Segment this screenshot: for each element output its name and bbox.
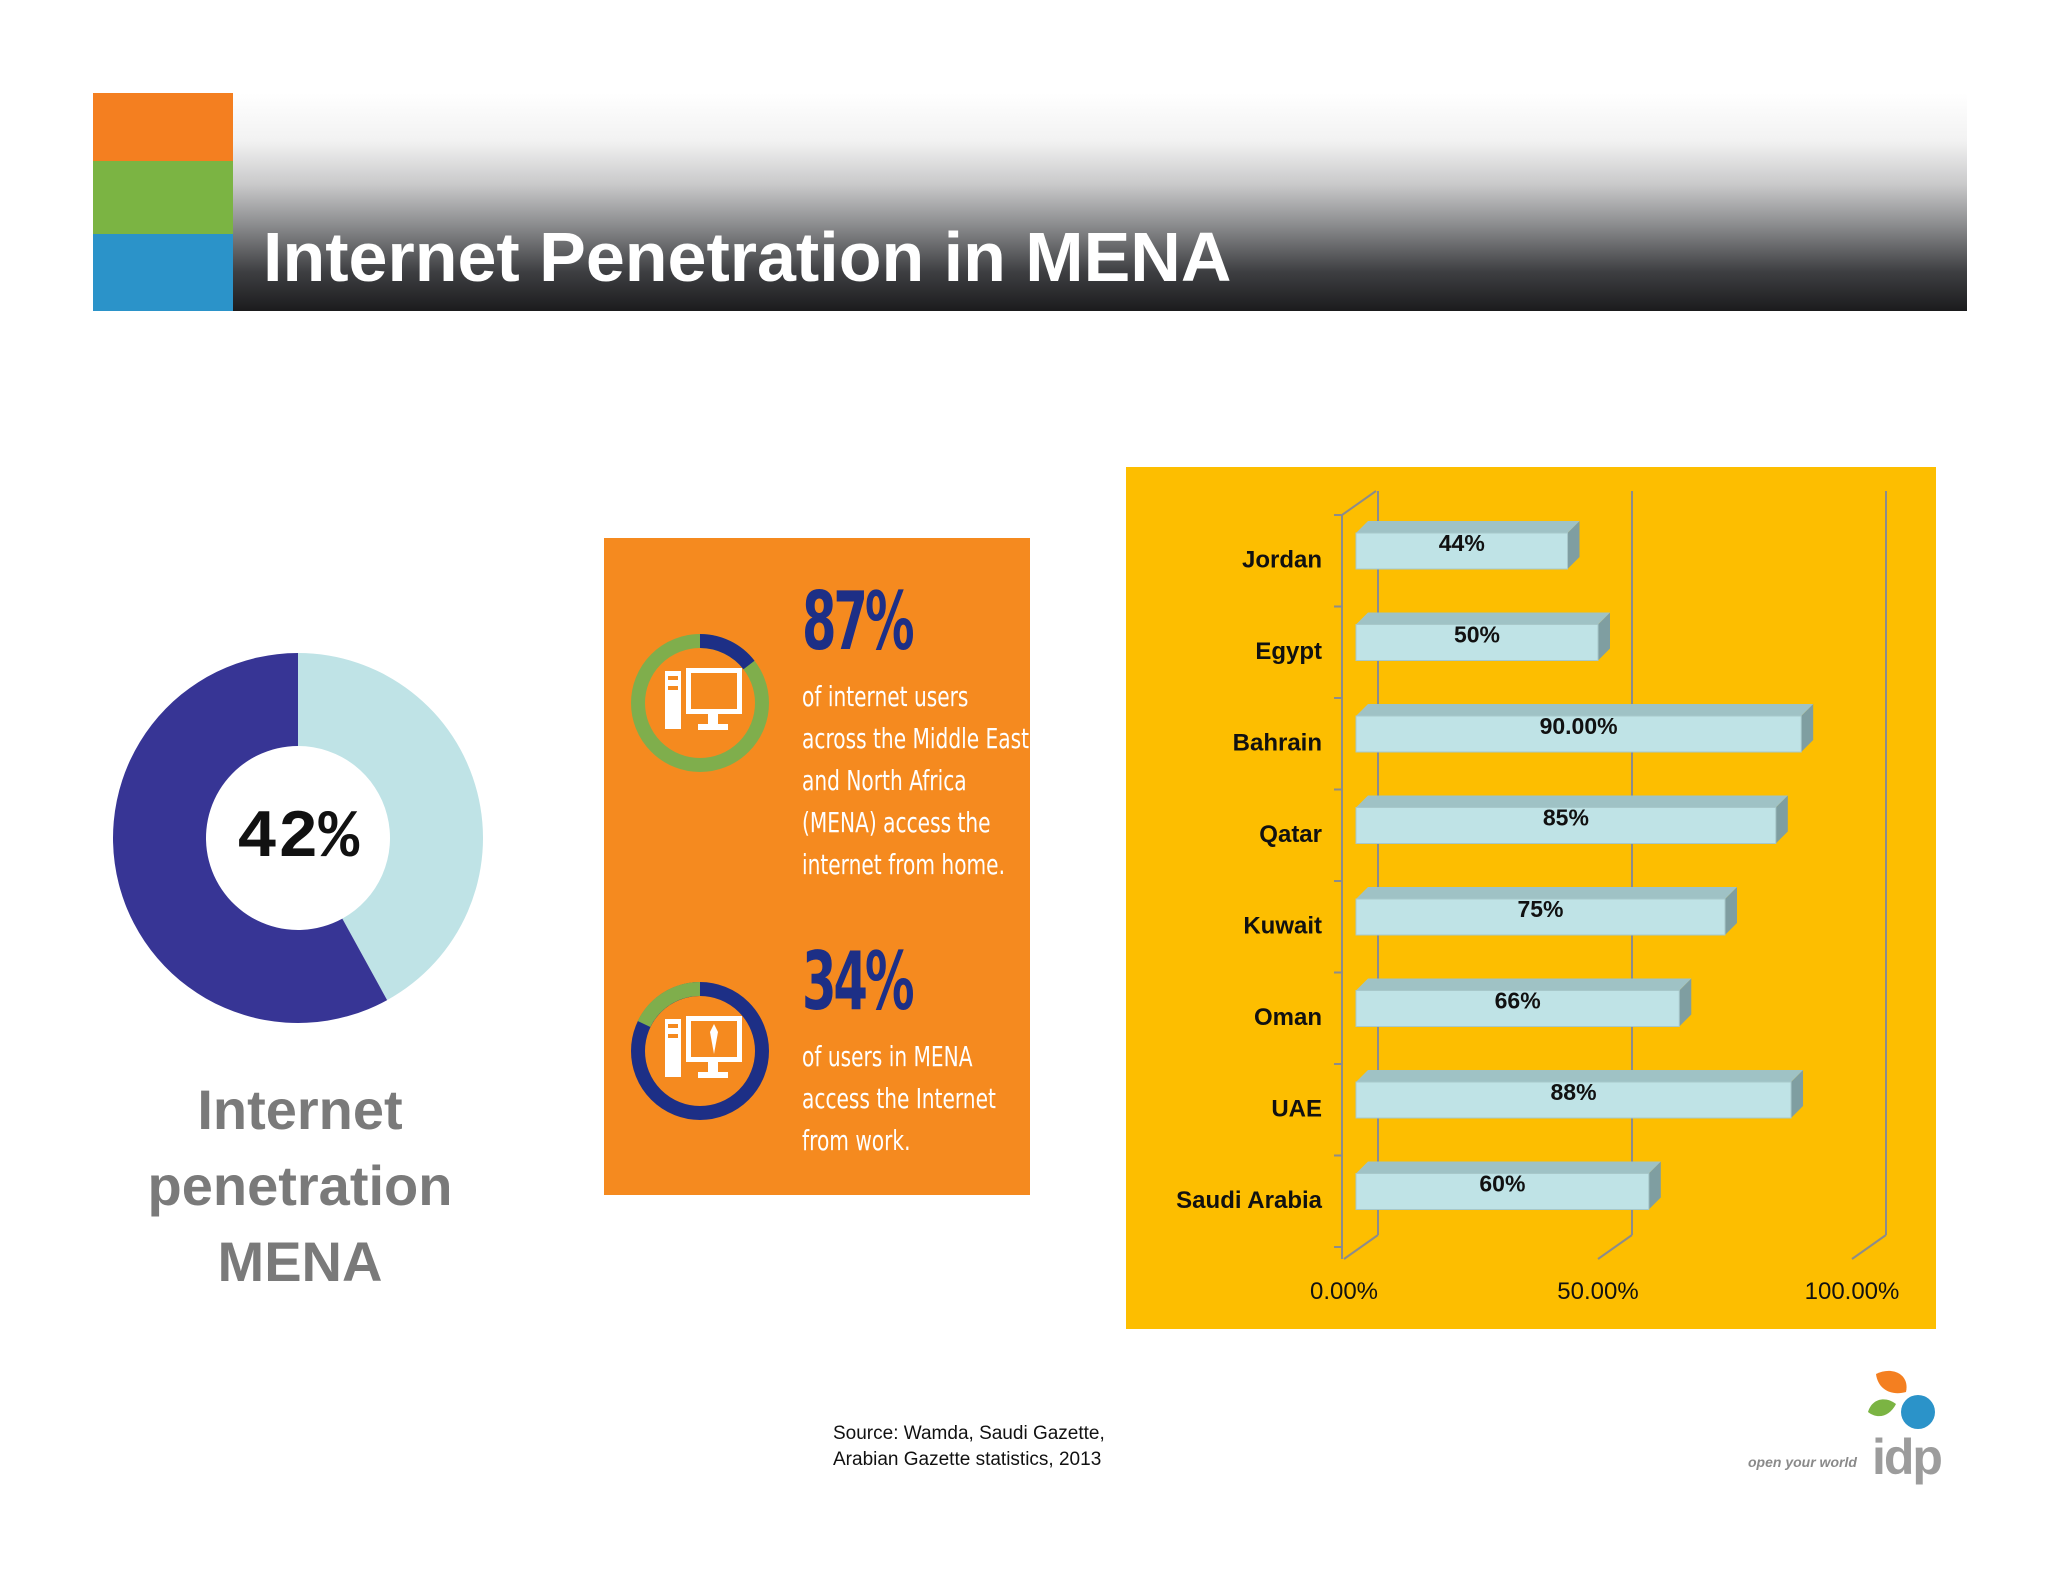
logo-tagline: open your world <box>1748 1454 1857 1470</box>
bar-side-4 <box>1725 887 1737 935</box>
bar-3 <box>1355 807 1777 844</box>
x-tick-label-1: 50.00% <box>1557 1278 1638 1305</box>
stat-text-line: (MENA) access the <box>802 806 991 839</box>
bar-4 <box>1355 898 1726 936</box>
bar-top-3 <box>1356 795 1788 808</box>
bar-side-2 <box>1801 704 1814 752</box>
category-label-3: Qatar <box>1259 821 1322 848</box>
gridline-floor <box>1597 1234 1633 1260</box>
bar-top-0 <box>1356 521 1580 533</box>
donut-slice-1 <box>113 653 388 1023</box>
accent-squares <box>93 93 233 311</box>
bar-top-5 <box>1356 978 1692 991</box>
desktop-computer-icon <box>631 634 769 772</box>
bar-data-label-7: 60% <box>1479 1171 1525 1197</box>
category-label-5: Oman <box>1254 1004 1322 1031</box>
donut-center-label: 42% <box>236 799 360 877</box>
infographic-panel: 87% of internet users across the Middle … <box>604 538 1030 1195</box>
bar-data-label-5: 66% <box>1495 988 1541 1014</box>
office-computer-icon <box>631 981 769 1120</box>
bar-side-5 <box>1679 978 1692 1027</box>
category-label-7: Saudi Arabia <box>1176 1187 1322 1214</box>
donut-caption-line: penetration <box>147 1154 453 1217</box>
bar-data-label-6: 88% <box>1550 1079 1596 1105</box>
bar-data-label-3: 85% <box>1543 805 1589 831</box>
blue-accent-square <box>93 234 233 311</box>
stat-percent-work: 34% <box>802 935 915 1028</box>
category-label-6: UAE <box>1271 1095 1322 1122</box>
stat-text-line: of users in MENA <box>802 1040 973 1073</box>
title-bar <box>233 93 1967 311</box>
bar-data-label-1: 50% <box>1454 622 1500 648</box>
source-line: Source: Wamda, Saudi Gazette, <box>833 1423 1105 1444</box>
bar-side-0 <box>1567 521 1580 569</box>
category-label-2: Bahrain <box>1233 729 1322 756</box>
orange-accent-square <box>93 93 233 161</box>
country-bar-chart: 44% Jordan 50% Egypt 90.00% Bahrain 85% Qatar 75… <box>1176 490 1900 1305</box>
penetration-donut-chart <box>113 653 483 1023</box>
category-label-4: Kuwait <box>1243 912 1322 939</box>
bar-1 <box>1355 624 1599 661</box>
bar-data-label-4: 75% <box>1517 896 1563 922</box>
green-accent-square <box>93 161 233 234</box>
slide-title: Internet Penetration in MENA <box>263 218 1232 296</box>
donut-slice-0 <box>298 653 483 1001</box>
bar-data-label-0: 44% <box>1439 530 1485 556</box>
source-note: Source: Wamda, Saudi Gazette, Arabian Ga… <box>833 1421 1105 1473</box>
donut-caption: Internet penetration MENA <box>100 1072 500 1300</box>
bar-2 <box>1355 715 1802 753</box>
bar-top-7 <box>1356 1161 1661 1174</box>
stat-percent-home: 87% <box>802 575 915 668</box>
stat-text-line: and North Africa <box>802 764 967 797</box>
category-label-1: Egypt <box>1255 638 1322 665</box>
bar-5 <box>1355 990 1680 1027</box>
stat-text-line: access the Internet <box>802 1082 996 1115</box>
x-tick-label-0: 0.00% <box>1310 1278 1378 1305</box>
bar-side-3 <box>1775 795 1788 844</box>
source-line: Arabian Gazette statistics, 2013 <box>833 1449 1102 1470</box>
stat-text-line: across the Middle East <box>802 722 1030 755</box>
stat-text-line: from work. <box>802 1124 911 1157</box>
bar-top-1 <box>1356 612 1610 625</box>
bar-6 <box>1355 1081 1792 1119</box>
country-bar-chart-panel: 44% Jordan 50% Egypt 90.00% Bahrain 85% Qatar 75… <box>1126 467 1936 1329</box>
x-tick-label-2: 100.00% <box>1805 1278 1900 1305</box>
bar-side-1 <box>1598 612 1610 661</box>
donut-caption-line: MENA <box>217 1230 383 1293</box>
bar-side-7 <box>1648 1161 1661 1210</box>
bar-0 <box>1355 532 1569 570</box>
bar-side-6 <box>1791 1070 1804 1118</box>
bar-top-4 <box>1356 887 1737 899</box>
gridline-floor <box>1343 1234 1379 1260</box>
bar-top-2 <box>1356 704 1814 716</box>
idp-logo: open your world idp <box>1748 1368 1943 1490</box>
bar-data-label-2: 90.00% <box>1540 713 1618 739</box>
bar-7 <box>1355 1173 1650 1210</box>
stat-text-line: internet from home. <box>802 848 1006 881</box>
y-axis-top <box>1341 490 1377 516</box>
category-label-0: Jordan <box>1242 546 1322 573</box>
gridline-floor <box>1851 1234 1887 1260</box>
idp-leaf-icon <box>1868 1370 1935 1429</box>
stat-text-line: of internet users <box>802 680 969 713</box>
logo-wordmark: idp <box>1872 1429 1943 1485</box>
bar-top-6 <box>1356 1070 1804 1082</box>
donut-caption-line: Internet <box>197 1078 403 1141</box>
